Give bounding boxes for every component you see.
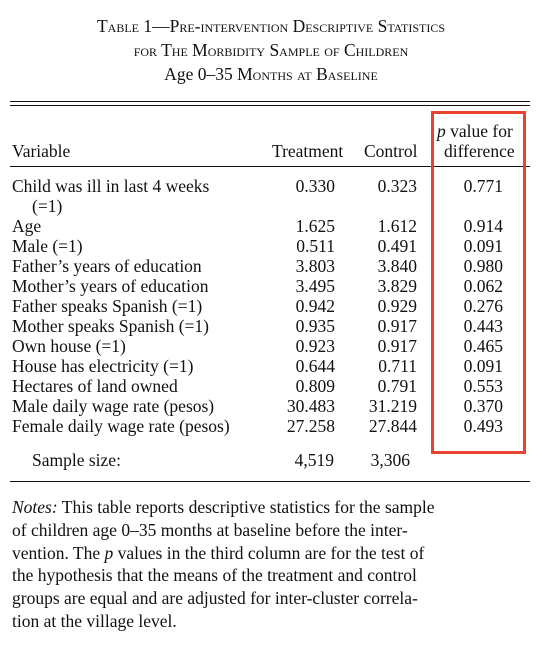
header-variable: Variable: [12, 141, 71, 161]
notes-line-6: tion at the village level.: [12, 610, 177, 631]
notes-line-4: the hypothesis that the means of the tre…: [12, 565, 417, 586]
row-control-value: 0.323: [377, 176, 417, 196]
row-variable: Father’s years of education: [12, 256, 202, 276]
table-bottom-rule: [10, 481, 530, 482]
row-control-value: 31.219: [368, 396, 417, 416]
row-variable: House has electricity (=1): [12, 356, 194, 376]
row-treatment-value: 0.935: [295, 316, 335, 336]
notes-label: Notes:: [12, 497, 58, 517]
row-control-value: 1.612: [377, 216, 417, 236]
row-treatment-value: 30.483: [286, 396, 335, 416]
row-treatment-value: 0.942: [295, 296, 335, 316]
sample-size-control: 3,306: [370, 450, 410, 470]
row-variable: Own house (=1): [12, 336, 126, 356]
row-p-value: 0.914: [463, 216, 503, 236]
row-control-value: 3.840: [377, 256, 417, 276]
header-p-rest: value for: [445, 121, 513, 141]
row-control-value: 0.917: [377, 336, 417, 356]
row-control-value: 0.929: [377, 296, 417, 316]
row-p-value: 0.062: [463, 276, 503, 296]
notes-line-2: of children age 0–35 months at baseline …: [12, 519, 408, 540]
header-p-value: p value for: [437, 121, 513, 141]
row-variable: Father speaks Spanish (=1): [12, 296, 203, 316]
row-treatment-value: 3.495: [295, 276, 335, 296]
row-variable: Male (=1): [12, 236, 83, 256]
row-p-value: 0.493: [463, 416, 503, 436]
table-top-rule-second: [10, 105, 530, 106]
row-variable: Male daily wage rate (pesos): [12, 396, 215, 416]
row-control-value: 0.711: [378, 356, 417, 376]
table-top-rule: [10, 101, 530, 102]
row-treatment-value: 0.923: [295, 336, 335, 356]
row-control-value: 0.917: [377, 316, 417, 336]
row-variable: Child was ill in last 4 weeks: [12, 176, 210, 196]
notes-line-3-p: p: [104, 542, 114, 563]
row-treatment-value: 1.625: [295, 216, 335, 236]
header-control: Control: [364, 141, 418, 161]
table-title: Table 1—Pre-intervention Descriptive Sta…: [0, 14, 542, 86]
row-variable: Mother speaks Spanish (=1): [12, 316, 209, 336]
notes-line-5: groups are equal and are adjusted for in…: [12, 588, 418, 609]
row-variable: Age: [12, 216, 42, 236]
row-control-value: 0.491: [377, 236, 417, 256]
header-difference: difference: [444, 141, 515, 161]
notes-line-1: Notes: This table reports descriptive st…: [12, 496, 530, 519]
row-treatment-value: 0.330: [295, 176, 335, 196]
notes-line-3: vention. The p values in the third colum…: [12, 542, 530, 565]
sample-size-treatment: 4,519: [294, 450, 334, 470]
row-p-value: 0.465: [463, 336, 503, 356]
title-line-1: Table 1—Pre-intervention Descriptive Sta…: [96, 16, 446, 36]
row-variable-continued: (=1): [32, 196, 63, 216]
notes-line-3-a: vention. The: [12, 542, 105, 563]
row-p-value: 0.091: [463, 236, 503, 256]
title-line-3: Age 0–35 Months at Baseline: [0, 62, 542, 86]
notes-line-3-b: values in the third column are for the t…: [113, 542, 425, 563]
sample-size-label: Sample size:: [32, 450, 121, 470]
row-treatment-value: 0.511: [296, 236, 335, 256]
row-p-value: 0.370: [463, 396, 503, 416]
header-treatment: Treatment: [272, 141, 344, 161]
row-p-value: 0.091: [463, 356, 503, 376]
row-p-value: 0.980: [463, 256, 503, 276]
row-control-value: 3.829: [377, 276, 417, 296]
title-line-3-months: Months at Baseline: [237, 64, 378, 84]
header-rule: [10, 166, 530, 167]
row-p-value: 0.276: [463, 296, 503, 316]
notes-line-1-text: This table reports descriptive statistic…: [57, 497, 435, 517]
title-line-2: for The Morbidity Sample of Children: [133, 40, 409, 60]
row-treatment-value: 0.809: [295, 376, 335, 396]
row-treatment-value: 3.803: [295, 256, 335, 276]
title-line-3-age: Age 0–35: [164, 64, 238, 84]
row-p-value: 0.443: [463, 316, 503, 336]
row-treatment-value: 0.644: [295, 356, 335, 376]
row-control-value: 27.844: [368, 416, 417, 436]
row-treatment-value: 27.258: [286, 416, 335, 436]
table-notes: Notes: This table reports descriptive st…: [12, 496, 530, 633]
row-control-value: 0.791: [377, 376, 417, 396]
row-p-value: 0.553: [463, 376, 503, 396]
row-variable: Female daily wage rate (pesos): [12, 416, 230, 436]
row-variable: Hectares of land owned: [12, 376, 178, 396]
row-p-value: 0.771: [463, 176, 503, 196]
row-variable: Mother’s years of education: [12, 276, 209, 296]
p-value-highlight-box: [431, 111, 526, 454]
header-p-italic: p: [437, 121, 446, 141]
